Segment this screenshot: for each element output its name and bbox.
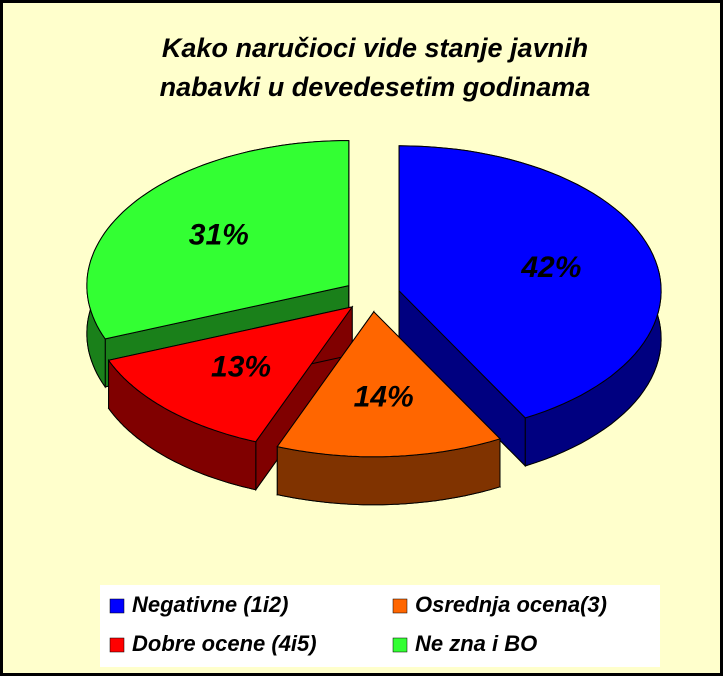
legend-label: Dobre ocene (4i5) <box>132 631 317 656</box>
data-label: 31% <box>189 219 249 252</box>
legend-label: Ne zna i BO <box>415 631 537 656</box>
slice <box>276 311 501 458</box>
legend-swatch <box>109 598 125 614</box>
legend-label: Osrednja ocena(3) <box>415 592 607 617</box>
legend-swatch <box>392 598 408 614</box>
slice <box>398 145 662 419</box>
data-label: 13% <box>211 350 271 383</box>
legend-swatch <box>109 637 125 653</box>
data-label: 14% <box>354 381 414 414</box>
legend-swatch <box>392 637 408 653</box>
slice <box>86 140 350 340</box>
slice <box>107 306 354 443</box>
legend-label: Negativne (1i2) <box>132 592 289 617</box>
slice <box>398 145 662 468</box>
legend-box <box>100 585 660 667</box>
slice <box>276 310 501 506</box>
chart-title: nabavki u devedesetim godinama <box>160 72 591 102</box>
data-label: 42% <box>520 251 581 284</box>
chart-title: Kako naručioci vide stanje javnih <box>162 33 588 63</box>
